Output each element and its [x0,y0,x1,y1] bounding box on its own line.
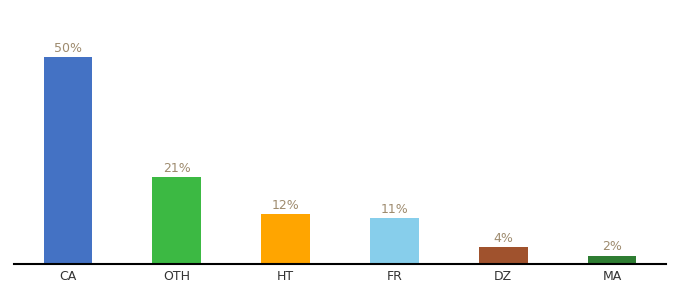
Bar [152,177,201,264]
Text: 21%: 21% [163,162,190,175]
Bar [44,57,92,264]
Text: 4%: 4% [493,232,513,245]
Text: 11%: 11% [381,203,408,216]
Bar [479,248,528,264]
Bar [370,218,419,264]
Bar [261,214,310,264]
Bar [588,256,636,264]
Text: 50%: 50% [54,42,82,55]
Text: 12%: 12% [272,199,299,212]
Text: 2%: 2% [602,240,622,253]
